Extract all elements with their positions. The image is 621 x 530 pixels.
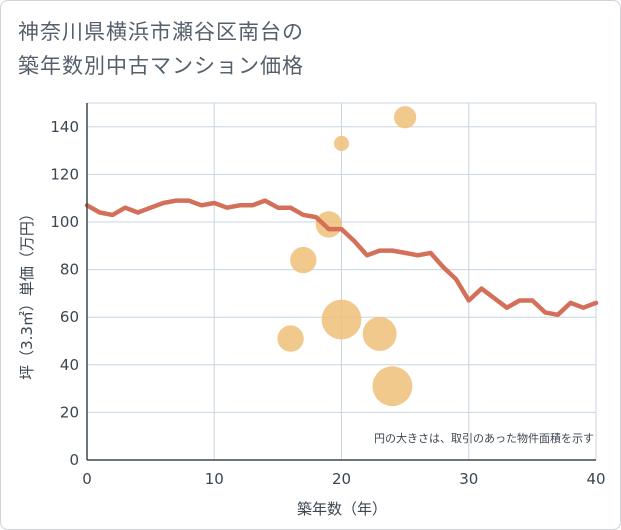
chart-title-line1: 神奈川県横浜市瀬谷区南台の [18, 20, 304, 44]
y-axis-label: 坪（3.3㎡）単価（万円） [18, 206, 36, 380]
bubble-series [277, 106, 417, 407]
axes: 0 20 40 60 80 100 120 140 0 10 20 30 40 [50, 103, 606, 488]
y-tick-label: 100 [50, 213, 79, 231]
bubble-point [372, 366, 413, 407]
line-series [84, 198, 599, 318]
y-tick-label: 120 [50, 165, 79, 183]
bubble-point [315, 211, 342, 238]
bubble-point [394, 106, 417, 129]
x-tick-label: 10 [205, 470, 224, 488]
price-line [84, 198, 599, 318]
chart-title-line2: 築年数別中古マンション価格 [18, 54, 304, 78]
x-tick-label: 20 [332, 470, 351, 488]
bubble-point [333, 135, 350, 152]
x-axis-label: 築年数（年） [297, 500, 387, 518]
size-annotation: 円の大きさは、取引のあった物件面積を示す [374, 431, 594, 445]
y-tick-label: 40 [60, 356, 79, 374]
grid [87, 102, 597, 460]
bubble-point [321, 299, 362, 340]
y-tick-label: 60 [60, 308, 79, 326]
y-tick-label: 80 [60, 261, 79, 279]
chart-title: 神奈川県横浜市瀬谷区南台の 築年数別中古マンション価格 [18, 15, 304, 83]
x-tick-label: 40 [586, 470, 605, 488]
y-tick-label: 0 [69, 451, 79, 469]
y-tick-label: 140 [50, 118, 79, 136]
bubble-point [290, 246, 317, 274]
bubble-point [277, 325, 304, 352]
x-tick-label: 0 [82, 470, 92, 488]
bubble-point [362, 316, 397, 351]
y-tick-label: 20 [60, 403, 79, 421]
x-tick-label: 30 [459, 470, 478, 488]
